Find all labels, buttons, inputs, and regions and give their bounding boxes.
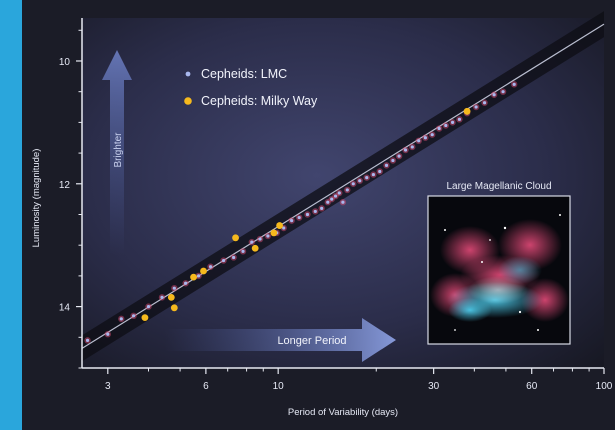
longer-period-arrow: Longer Period: [165, 318, 396, 362]
lmc-point: [333, 194, 338, 198]
lmc-point: [184, 281, 188, 285]
milky-way-point: [276, 222, 283, 229]
legend-lmc-label: Cepheids: LMC: [201, 67, 287, 81]
lmc-point: [482, 101, 487, 105]
lmc-point: [172, 286, 176, 290]
lmc-point: [474, 105, 478, 109]
lmc-point: [384, 163, 389, 167]
lmc-point: [282, 226, 286, 230]
milky-way-point: [270, 229, 278, 237]
lmc-point: [221, 258, 226, 263]
milky-way-point: [141, 314, 149, 322]
lmc-point: [512, 82, 516, 86]
y-tick-label: 12: [59, 180, 71, 191]
lmc-point: [444, 123, 448, 128]
y-axis-label: Luminosity (magnitude): [31, 149, 42, 248]
lmc-point: [341, 200, 345, 204]
legend-lmc-marker: [185, 71, 191, 77]
inset-title: Large Magellanic Cloud: [446, 181, 551, 192]
brighter-label: Brighter: [113, 132, 124, 168]
lmc-point: [430, 133, 434, 137]
lmc-point: [146, 304, 151, 309]
milky-way-point: [170, 304, 178, 312]
x-tick-label: 30: [428, 381, 440, 392]
lmc-point: [266, 234, 270, 238]
y-tick-label: 14: [59, 303, 71, 314]
lmc-point: [337, 191, 341, 195]
milky-way-point: [190, 273, 197, 281]
legend: Cepheids: LMC Cepheids: Milky Way: [184, 67, 318, 108]
x-tick-label: 60: [526, 381, 538, 392]
lmc-point: [119, 317, 123, 321]
lmc-point: [410, 145, 414, 149]
x-axis-label: Period of Variability (days): [288, 407, 398, 418]
legend-milky-way-marker: [184, 97, 192, 105]
lmc-point: [106, 332, 110, 336]
lmc-point: [197, 274, 201, 278]
brighter-arrow: Brighter: [102, 50, 132, 255]
lmc-point: [351, 182, 355, 186]
milky-way-point: [251, 244, 259, 252]
y-axis-ticks: 10 12 14: [59, 29, 82, 369]
lmc-point: [457, 117, 462, 121]
lmc-point: [423, 136, 427, 140]
lmc-point: [391, 158, 395, 163]
lmc-point: [492, 93, 496, 97]
lmc-point: [437, 126, 441, 131]
lmc-point: [417, 139, 421, 143]
lmc-point: [290, 219, 294, 223]
y-tick-label: 10: [59, 57, 71, 68]
lmc-point: [313, 209, 317, 214]
x-tick-label: 10: [273, 381, 285, 392]
lmc-point: [131, 314, 136, 318]
lmc-inset: Large Magellanic Cloud: [427, 181, 571, 345]
milky-way-point: [167, 293, 175, 301]
trend-line: [81, 23, 605, 349]
lmc-point: [397, 154, 401, 158]
milky-way-point: [463, 107, 471, 115]
legend-milky-way-label: Cepheids: Milky Way: [201, 94, 318, 108]
lmc-point: [501, 90, 505, 94]
lmc-point: [365, 176, 369, 180]
x-tick-label: 100: [596, 381, 613, 392]
lmc-point: [208, 265, 213, 269]
lmc-point: [258, 237, 262, 241]
lmc-series: [84, 81, 518, 344]
lmc-point: [330, 197, 334, 201]
longer-period-label: Longer Period: [277, 335, 346, 347]
lmc-point: [241, 249, 245, 253]
lmc-point: [358, 179, 362, 183]
milky-way-point: [200, 267, 207, 275]
x-tick-label: 6: [203, 381, 209, 392]
lmc-point: [85, 338, 90, 342]
lmc-point: [250, 240, 254, 244]
x-tick-label: 3: [105, 381, 111, 392]
lmc-point: [305, 212, 310, 217]
lmc-point: [297, 215, 301, 220]
lmc-point: [160, 295, 164, 299]
lmc-nebula-image: [430, 214, 569, 331]
lmc-point: [232, 255, 236, 260]
lmc-point: [378, 169, 382, 174]
x-axis-ticks: 3 6 10 30 60 100: [105, 368, 613, 392]
milky-way-point: [232, 234, 239, 242]
lmc-point: [371, 172, 375, 177]
lmc-point: [320, 206, 324, 210]
milky-way-series: [141, 107, 471, 322]
lmc-point: [450, 120, 455, 124]
axes: [81, 18, 604, 369]
lmc-point: [403, 148, 408, 152]
lmc-point: [326, 200, 330, 204]
lmc-point: [345, 188, 349, 192]
